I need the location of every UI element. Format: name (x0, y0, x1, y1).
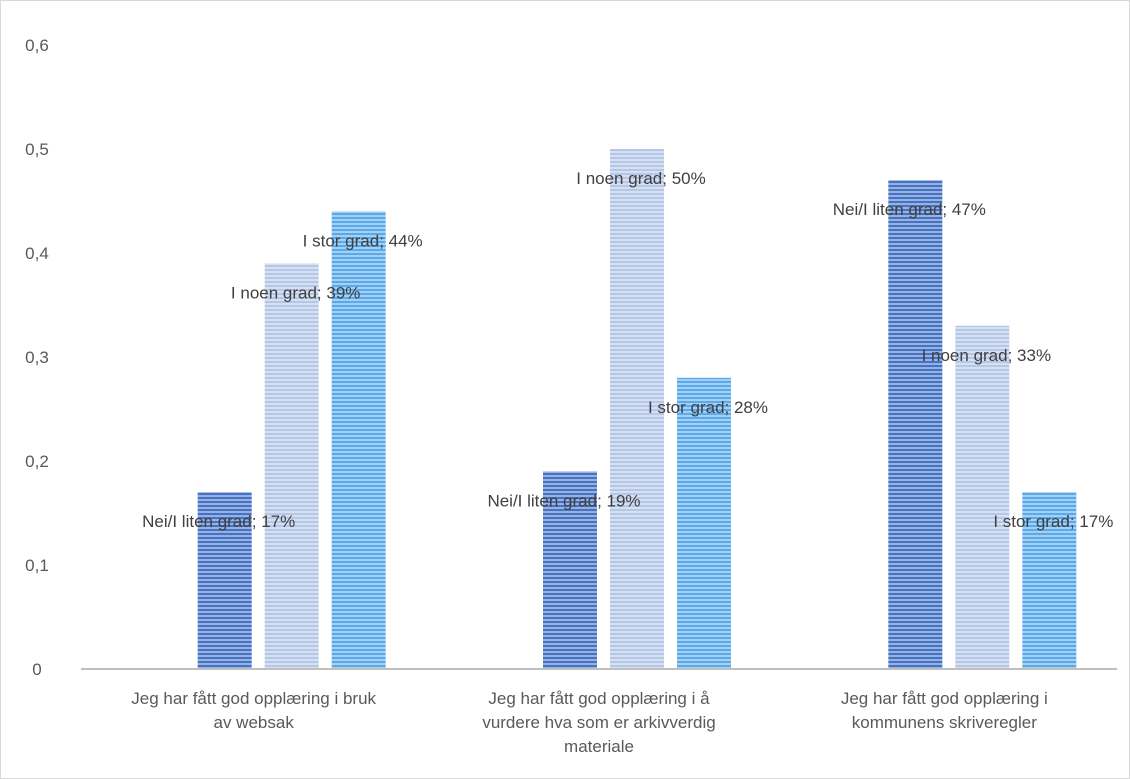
bar-i-stor-grad (677, 377, 731, 669)
bar-nei-i-liten-grad (197, 492, 252, 669)
data-label: I stor grad; 17% (993, 512, 1113, 531)
bar-i-noen-grad (264, 263, 319, 669)
x-category-label: vurdere hva som er arkivverdig (482, 713, 715, 732)
data-label: Nei/I liten grad; 47% (833, 200, 986, 219)
x-category-label: Jeg har fått god opplæring i å (488, 689, 710, 708)
x-category-label: Jeg har fått god opplæring i (841, 689, 1048, 708)
data-label: I noen grad; 50% (576, 169, 705, 188)
y-tick-label: 0,6 (25, 36, 49, 55)
data-label: Nei/I liten grad; 17% (142, 512, 295, 531)
y-tick-label: 0 (32, 660, 41, 679)
bar-i-noen-grad (955, 325, 1010, 669)
y-tick-label: 0,4 (25, 244, 49, 263)
labels-layer: Nei/I liten grad; 17% I noen grad; 39% I s… (142, 169, 1113, 531)
bar-nei-i-liten-grad (543, 471, 597, 669)
bar-i-stor-grad (1022, 492, 1077, 669)
x-category-label: Jeg har fått god opplæring i bruk (131, 689, 376, 708)
bar-i-stor-grad (331, 211, 386, 669)
bars-layer (197, 149, 1077, 669)
data-label: Nei/I liten grad; 19% (487, 491, 640, 510)
x-category-label: kommunens skriveregler (852, 713, 1038, 732)
bar-i-noen-grad (610, 149, 664, 669)
x-category-label: av websak (214, 713, 295, 732)
y-tick-label: 0,5 (25, 140, 49, 159)
data-label: I noen grad; 33% (922, 346, 1051, 365)
y-tick-label: 0,3 (25, 348, 49, 367)
data-label: I noen grad; 39% (231, 283, 360, 302)
y-tick-label: 0,2 (25, 452, 49, 471)
axis-layer: 0 0,1 0,2 0,3 0,4 0,5 0,6 Jeg har fått god oppl… (25, 36, 1117, 756)
data-label: I stor grad; 44% (303, 231, 423, 250)
bar-nei-i-liten-grad (888, 180, 943, 669)
data-label: I stor grad; 28% (648, 398, 768, 417)
y-tick-label: 0,1 (25, 556, 49, 575)
x-category-label: materiale (564, 737, 634, 756)
